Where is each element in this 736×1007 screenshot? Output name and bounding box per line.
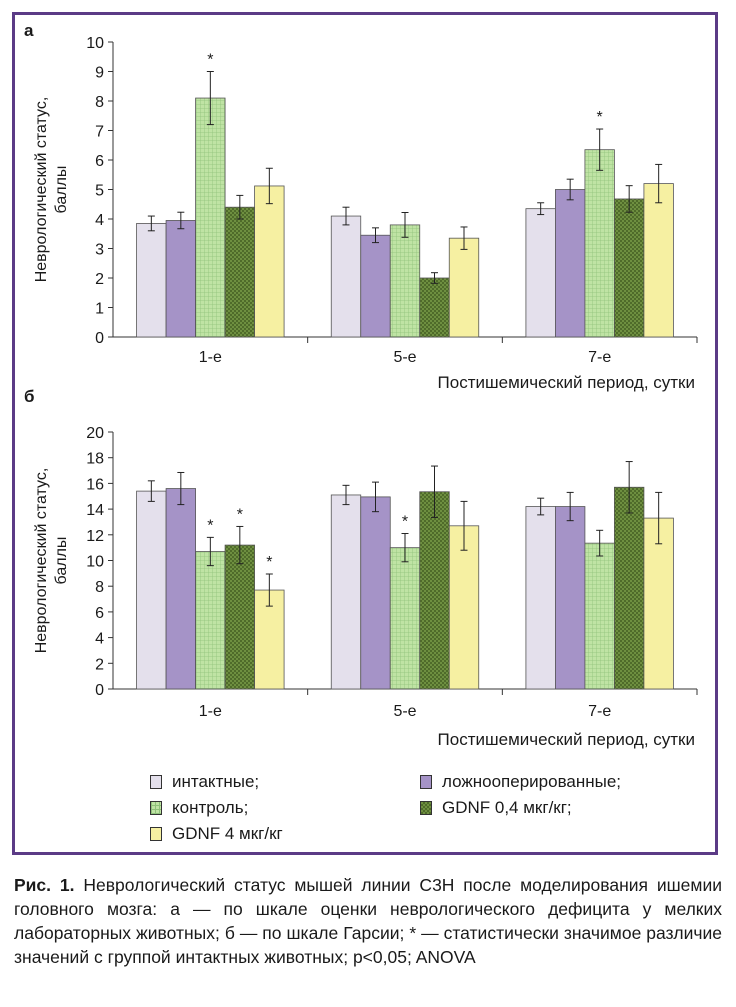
bar-gdnf4 [254,185,285,338]
y-tick-label: 10 [86,554,104,571]
x-tick-label: 7-е [588,703,611,720]
bar-gdnf04 [614,486,645,690]
y-tick-label: 6 [95,605,104,622]
x-tick-label: 1-е [199,349,222,366]
legend-label: GDNF 4 мкг/кг [172,824,283,843]
y-tick-label: 18 [86,451,104,468]
y-tick-label: 4 [95,212,104,229]
bar-sham [165,488,196,690]
bar-sham [165,220,196,338]
bar-gdnf04 [614,198,645,338]
legend-item-intact: интактные; [150,772,259,792]
y-tick-label: 8 [95,579,104,596]
y-tick-label: 20 [86,425,104,442]
figure-caption: Рис. 1. Неврологический статус мышей лин… [14,873,722,969]
significance-star: * [266,554,272,571]
bar-sham [360,234,391,338]
bar-sham [555,506,586,690]
legend-swatch-intact [150,775,162,789]
legend-item-gdnf04: GDNF 0,4 мкг/кг; [420,798,572,818]
bar-control [584,149,615,338]
legend-label: GDNF 0,4 мкг/кг; [442,798,572,817]
bar-gdnf4 [448,237,480,338]
x-axis-label: Постишемический период, сутки [438,373,695,392]
y-tick-label: 10 [86,35,104,52]
panel-label: б [24,387,35,406]
caption-text: Неврологический статус мышей линии C3H п… [14,875,722,967]
y-axis-label: баллы [53,166,70,214]
bar-gdnf04 [224,544,255,690]
x-tick-label: 1-е [199,703,222,720]
x-axis-label: Постишемический период, сутки [438,730,695,749]
x-tick-label: 7-е [588,349,611,366]
bar-gdnf4 [643,517,674,690]
legend-swatch-control [150,801,162,815]
y-tick-label: 12 [86,528,104,545]
y-tick-label: 0 [95,330,104,347]
legend-item-control: контроль; [150,798,248,818]
y-tick-label: 9 [95,65,104,82]
bar-gdnf04 [224,206,255,338]
bar-control [195,97,226,338]
y-tick-label: 7 [95,124,104,141]
caption-lead: Рис. 1. [14,875,75,895]
bar-gdnf04 [419,491,450,690]
bar-intact [525,208,556,338]
legend-item-sham: ложнооперированные; [420,772,621,792]
y-tick-label: 2 [95,656,104,673]
bar-gdnf4 [448,525,480,690]
bar-intact [525,506,556,690]
legend-label: интактные; [172,772,260,791]
legend-label: контроль; [172,798,249,817]
bar-gdnf04 [419,277,450,338]
legend-swatch-gdnf4 [150,827,162,841]
legend-swatch-gdnf04 [420,801,432,815]
bar-intact [136,223,167,338]
y-tick-label: 3 [95,242,104,259]
y-tick-label: 6 [95,153,104,170]
bar-sham [555,189,586,338]
y-tick-label: 1 [95,301,104,318]
y-tick-label: 2 [95,271,104,288]
y-tick-label: 8 [95,94,104,111]
legend-swatch-sham [420,775,432,789]
y-axis-label: баллы [53,537,70,585]
bar-control [389,224,421,338]
significance-star: * [597,109,603,126]
x-tick-label: 5-е [393,349,416,366]
legend-item-gdnf4: GDNF 4 мкг/кг [150,824,283,844]
x-tick-label: 5-е [393,703,416,720]
bar-control [195,551,226,690]
bar-control [389,547,421,690]
bar-gdnf4 [643,183,674,338]
y-tick-label: 0 [95,682,104,699]
bar-control [584,542,615,690]
bar-intact [330,215,362,338]
legend: интактные; ложнооперированные; контроль;… [150,762,710,852]
significance-star: * [237,506,243,523]
y-axis-label: Неврологический статус, [33,97,50,283]
panel-label: а [24,21,34,40]
significance-star: * [207,52,213,69]
significance-star: * [402,514,408,531]
significance-star: * [207,517,213,534]
bar-intact [330,494,362,690]
y-tick-label: 4 [95,631,104,648]
y-axis-label: Неврологический статус, [33,468,50,654]
legend-label: ложнооперированные; [442,772,622,791]
y-tick-label: 14 [86,502,104,519]
y-tick-label: 5 [95,183,104,200]
y-tick-label: 16 [86,476,104,493]
bar-intact [136,490,167,690]
bar-sham [360,496,391,690]
